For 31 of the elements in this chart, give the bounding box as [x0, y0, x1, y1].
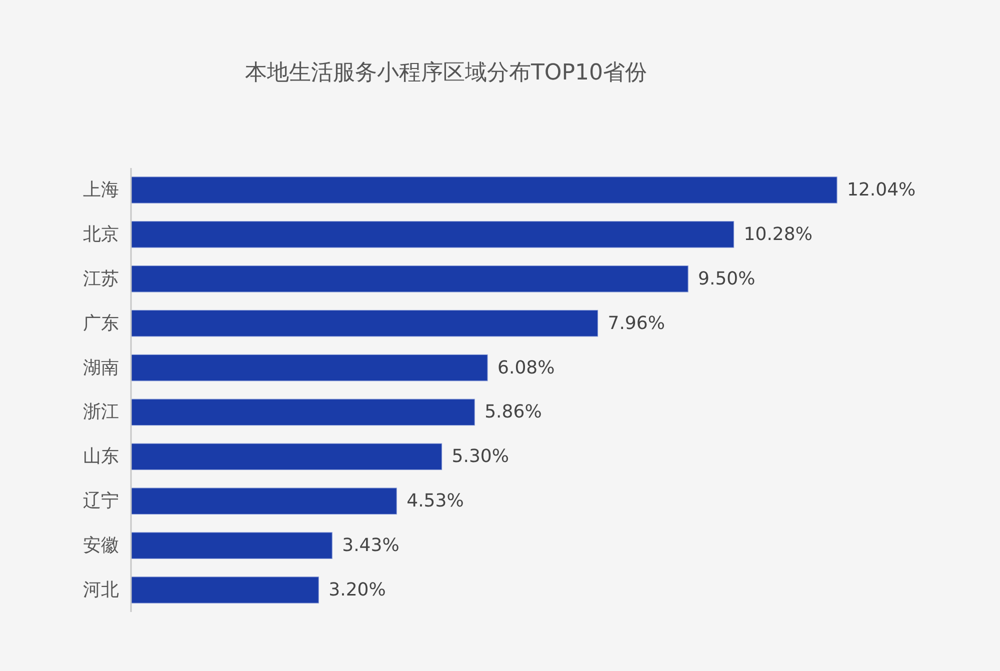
- bar: [130, 488, 397, 515]
- y-tick-label: 北京: [83, 224, 119, 245]
- chart-title: 本地生活服务小程序区域分布TOP10省份: [244, 60, 648, 86]
- data-label: 4.53%: [406, 490, 464, 512]
- data-label: 6.08%: [498, 357, 555, 378]
- data-label: 7.96%: [608, 312, 665, 334]
- bar: [130, 443, 442, 470]
- data-label: 3.20%: [328, 580, 386, 600]
- y-tick-label: 安徽: [83, 535, 119, 556]
- bar: [130, 576, 319, 604]
- bar: [130, 176, 838, 204]
- data-label: 12.04%: [847, 180, 916, 200]
- bar: [130, 221, 734, 248]
- y-tick-label: 辽宁: [83, 490, 119, 512]
- data-label: 5.86%: [484, 402, 542, 423]
- y-tick-label: 广东: [83, 312, 119, 334]
- y-tick-label: 江苏: [83, 268, 119, 290]
- bar: [130, 310, 598, 337]
- data-label: 5.30%: [452, 446, 509, 468]
- data-label: 9.50%: [698, 268, 756, 290]
- bar: [130, 265, 688, 292]
- y-tick-label: 上海: [83, 180, 119, 200]
- bar: [130, 532, 332, 559]
- y-tick-label: 浙江: [83, 402, 119, 423]
- y-tick-label: 湖南: [83, 357, 119, 378]
- y-tick-label: 河北: [83, 580, 119, 600]
- bar: [130, 354, 488, 382]
- y-tick-label: 山东: [83, 446, 119, 468]
- data-label: 10.28%: [744, 224, 812, 245]
- bar: [130, 398, 475, 426]
- data-label: 3.43%: [342, 535, 400, 556]
